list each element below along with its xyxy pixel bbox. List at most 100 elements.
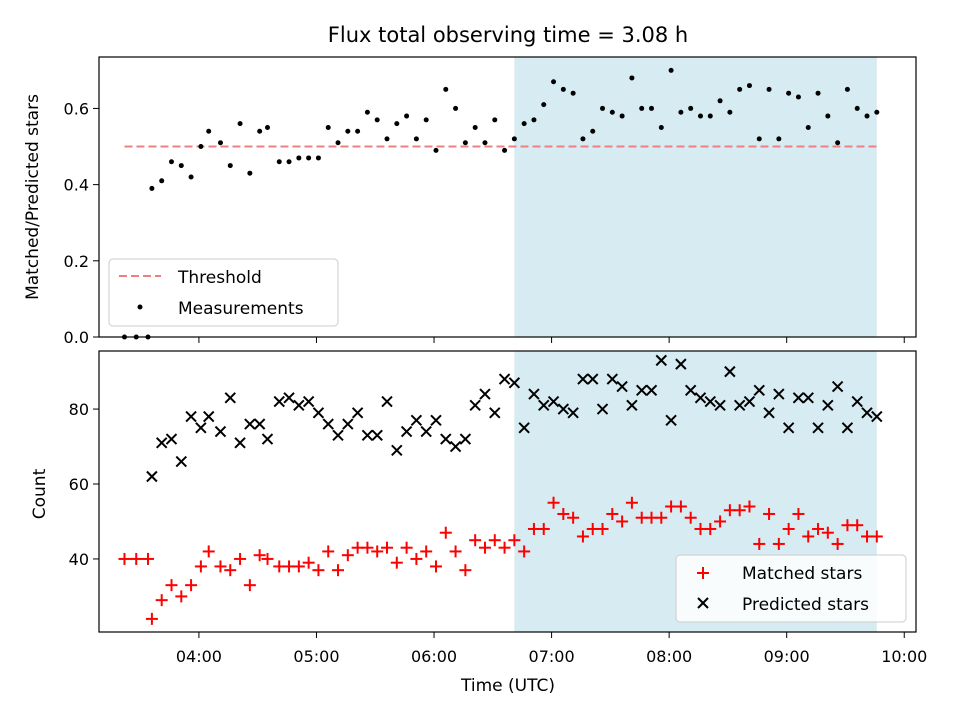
matched-star-point	[312, 564, 325, 577]
x-tick-label: 07:00	[529, 647, 575, 666]
predicted-star-point	[224, 392, 236, 404]
matched-star-point	[870, 530, 883, 543]
matched-star-point	[518, 545, 531, 558]
predicted-star-point	[261, 433, 274, 445]
matched-star-point	[478, 541, 491, 554]
measurement-point	[286, 159, 292, 165]
predicted-star-point	[861, 407, 873, 419]
matched-star-point	[459, 564, 472, 577]
measurement-point	[521, 121, 527, 127]
ratio-panel: 0.0 0.2 0.4 0.6 Matched/Predicted stars Thr…	[23, 56, 917, 347]
chart-title: Flux total observing time = 3.08 h	[328, 23, 688, 47]
measurement-point	[629, 75, 635, 81]
count-y-axis-label: Count	[30, 468, 50, 519]
predicted-star-point	[214, 425, 227, 438]
matched-star-point	[141, 552, 154, 565]
measurement-point	[658, 124, 664, 130]
measurement-point	[315, 155, 321, 161]
matched-star-point	[185, 579, 198, 592]
predicted-star-point	[165, 433, 178, 445]
measurement-point	[864, 113, 870, 119]
predicted-star-point	[518, 422, 530, 434]
measurement-point	[531, 117, 537, 123]
measurement-point	[335, 140, 341, 146]
matched-star-point	[704, 522, 717, 535]
predicted-star-point	[871, 410, 883, 423]
predicted-star-point	[351, 407, 364, 419]
measurement-point	[206, 128, 212, 134]
predicted-star-point	[675, 358, 687, 370]
measurement-point	[551, 79, 557, 85]
measurement-point	[364, 109, 370, 115]
measurement-point	[394, 121, 400, 127]
ratio-y-tick-label: 0.2	[64, 252, 89, 271]
matched-star-point	[596, 522, 609, 535]
matched-star-point	[763, 507, 776, 520]
measurement-point	[453, 105, 459, 111]
predicted-star-point	[244, 418, 256, 430]
predicted-star-point	[322, 418, 334, 430]
predicted-star-point	[381, 395, 393, 408]
predicted-star-point	[587, 373, 599, 385]
predicted-star-point	[146, 470, 158, 483]
predicted-star-point	[361, 429, 374, 442]
measurement-point	[257, 128, 263, 134]
measurement-point	[756, 136, 762, 142]
matched-star-point	[175, 590, 188, 603]
predicted-star-point	[567, 407, 579, 419]
measurement-point	[786, 90, 792, 96]
count-y-tick-label: 80	[69, 400, 89, 419]
predicted-star-point	[449, 440, 462, 453]
measurement-point	[264, 124, 270, 130]
matched-star-point	[341, 549, 354, 562]
predicted-star-point	[528, 388, 540, 400]
measurement-point	[384, 136, 390, 142]
predicted-star-point	[273, 395, 285, 408]
predicted-star-point	[479, 388, 491, 400]
predicted-star-point	[498, 373, 511, 385]
matched-star-point	[243, 579, 256, 592]
matched-star-point	[322, 545, 335, 558]
predicted-star-point	[851, 395, 863, 408]
measurement-point	[227, 163, 233, 169]
matched-star-point	[261, 552, 274, 565]
measurement-point	[217, 140, 223, 146]
measurement-point	[374, 117, 380, 123]
measurement-point	[835, 140, 841, 146]
ratio-y-tick-label: 0.6	[64, 99, 89, 118]
measurement-point	[600, 105, 606, 111]
measurement-point	[766, 86, 772, 92]
matched-star-point	[429, 560, 442, 573]
measurement-point	[247, 170, 253, 176]
predicted-star-point	[841, 422, 854, 434]
measurement-point	[325, 124, 331, 130]
measurement-point	[707, 113, 713, 119]
predicted-star-point	[763, 407, 775, 419]
matched-star-point	[831, 537, 844, 550]
threshold-legend-label: Threshold	[177, 268, 262, 288]
x-tick-label: 09:00	[764, 647, 810, 666]
predicted-star-point	[665, 414, 677, 427]
predicted-star-point	[371, 429, 383, 442]
x-axis-label: Time (UTC)	[460, 676, 555, 696]
measurement-point	[462, 140, 468, 146]
count-legend-box	[675, 554, 907, 623]
matched-star-point	[851, 519, 864, 532]
matched-star-point	[782, 522, 795, 535]
predicted-star-point	[684, 384, 697, 397]
matched-star-point	[821, 526, 834, 539]
measurement-point	[482, 140, 488, 146]
measurement-point	[345, 128, 351, 134]
x-tick-label: 06:00	[411, 647, 457, 666]
predicted-star-point	[391, 444, 403, 456]
matched-star-point	[576, 530, 589, 543]
predicted-star-point	[714, 399, 726, 412]
predicted-star-point	[694, 392, 707, 404]
matched-star-point	[214, 560, 227, 573]
matched-star-point	[332, 564, 345, 577]
matched-star-point	[812, 522, 825, 535]
matched-star-point	[567, 511, 580, 524]
predicted-star-point	[538, 399, 550, 412]
matched-star-point	[420, 545, 433, 558]
